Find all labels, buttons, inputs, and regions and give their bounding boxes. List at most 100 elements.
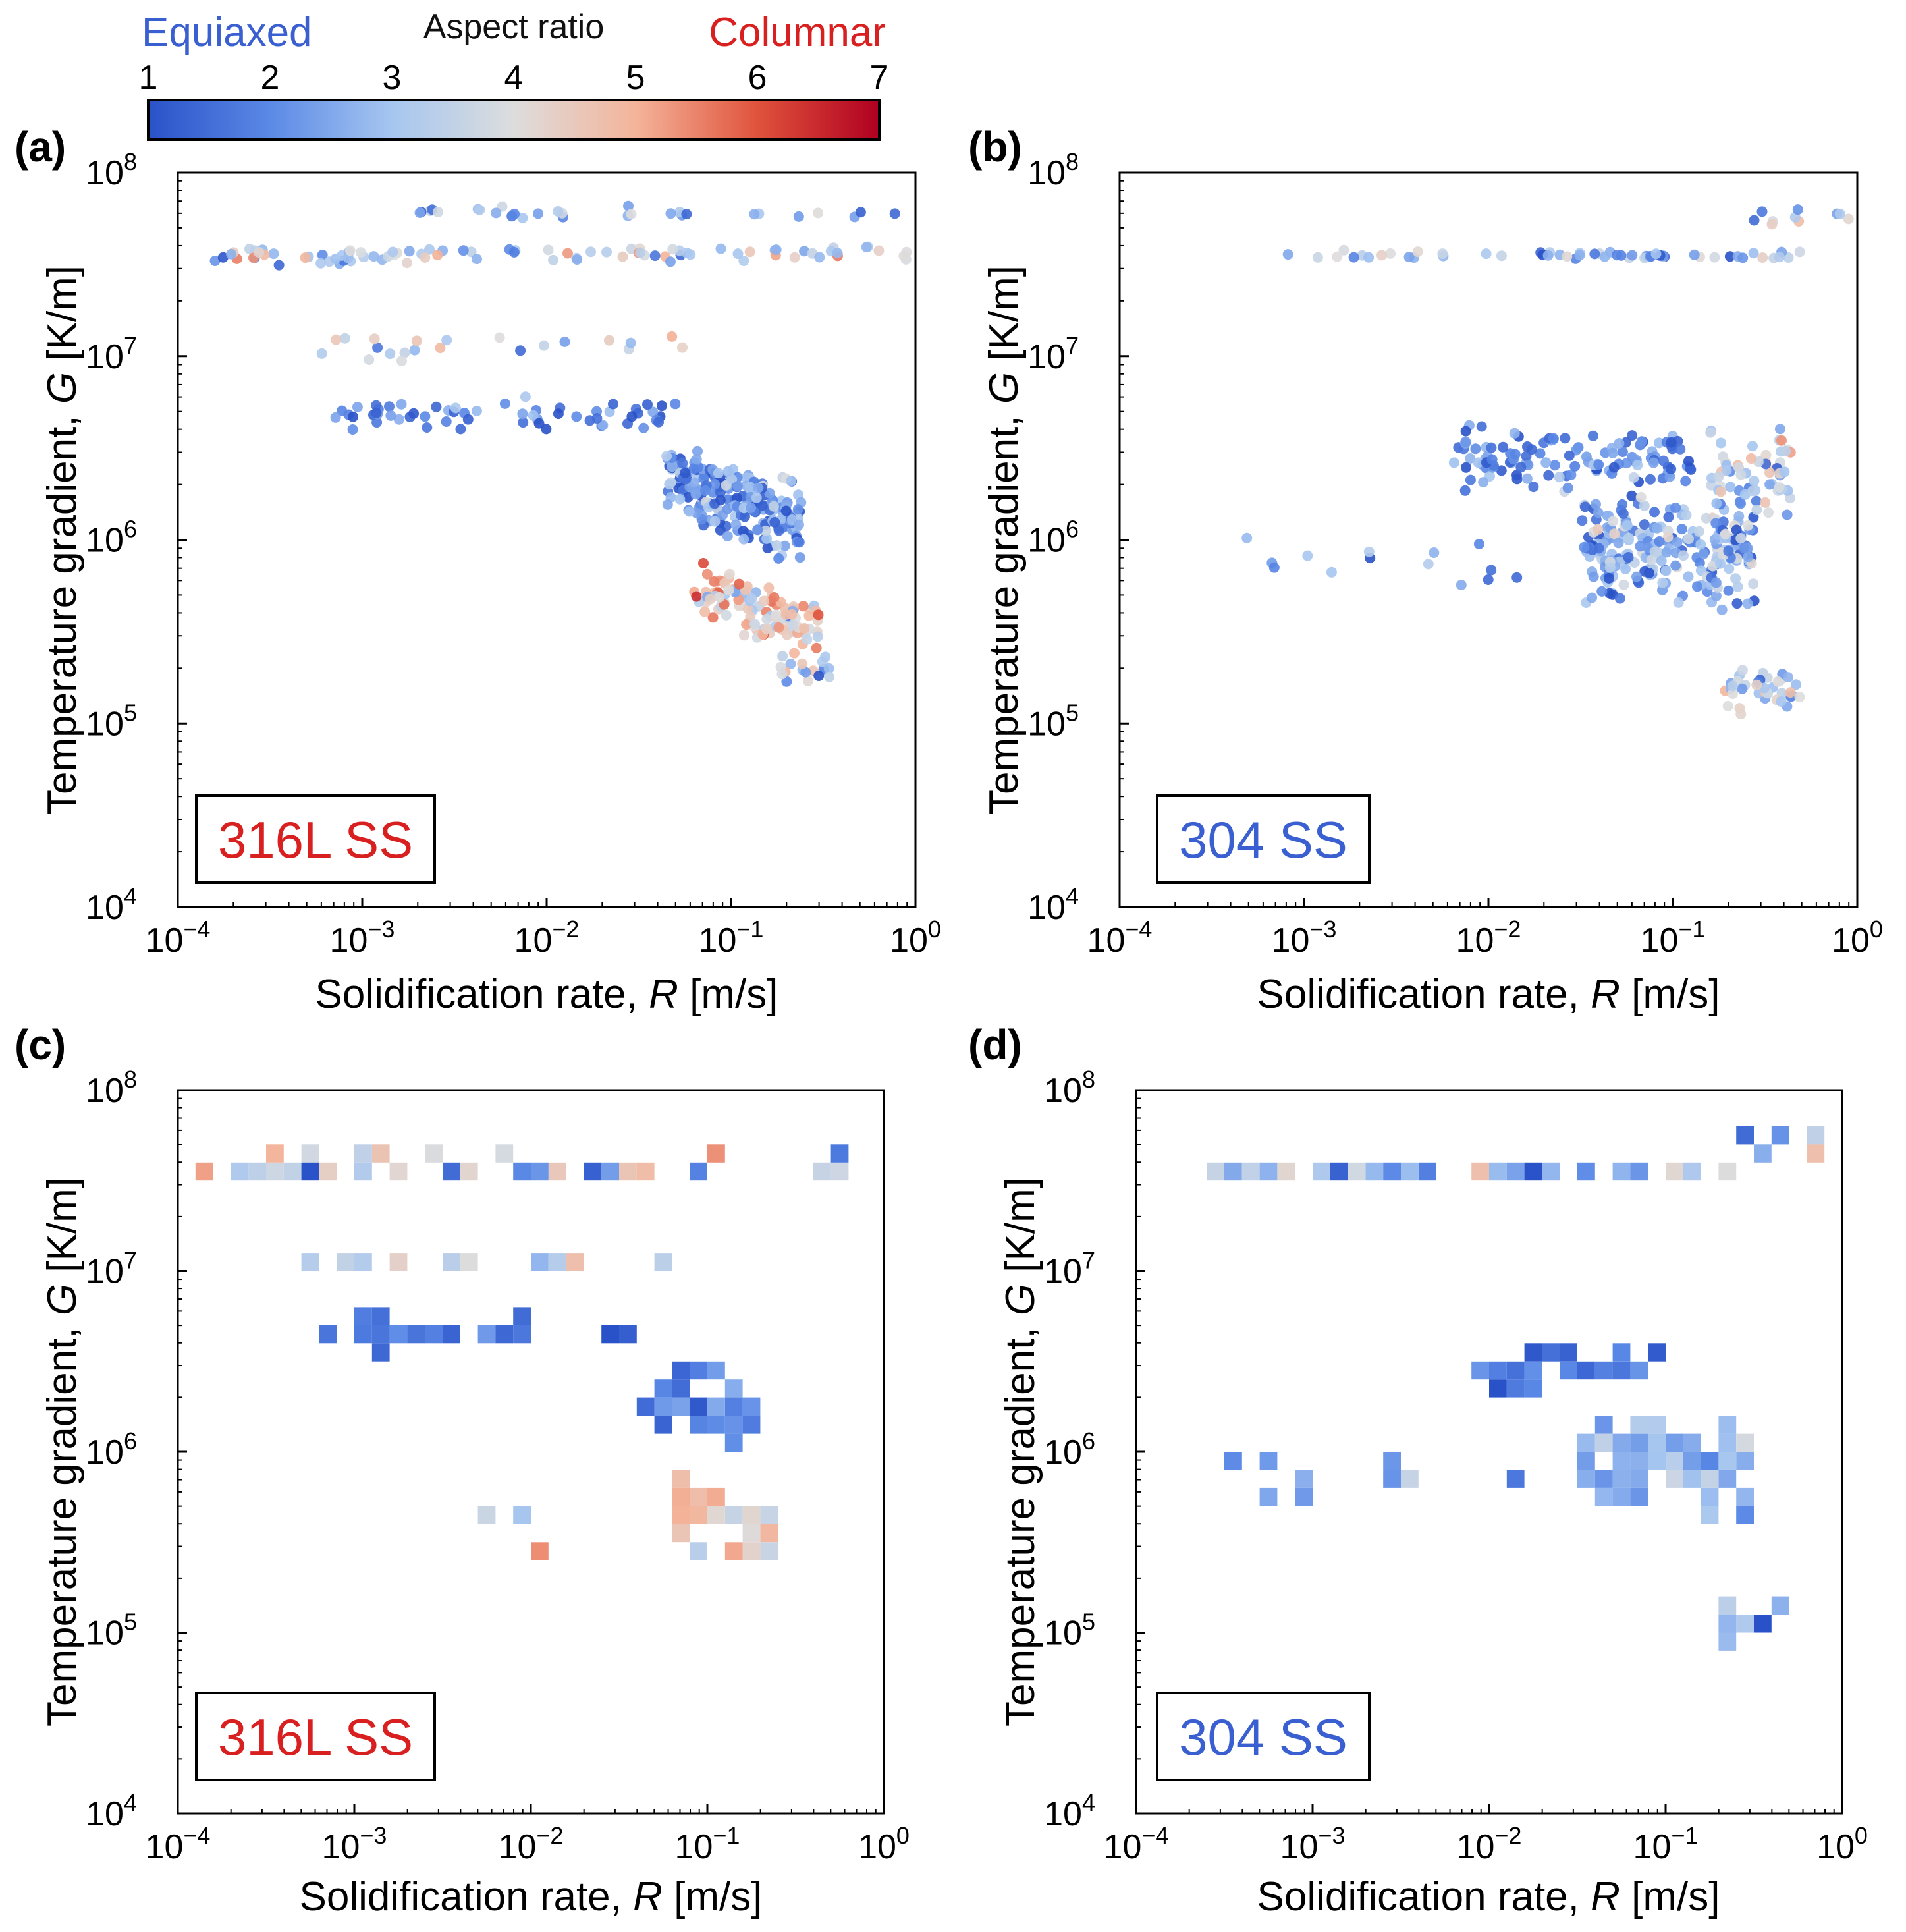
heatmap-cell (1594, 1361, 1613, 1380)
heatmap-cell (1701, 1487, 1719, 1506)
scatter-point (699, 606, 711, 617)
scatter-point (562, 248, 573, 259)
scatter-point (709, 479, 721, 490)
scatter-point (740, 585, 751, 595)
heatmap-cell (1701, 1452, 1719, 1470)
heatmap-cell (1630, 1452, 1648, 1470)
scatter-point (1460, 436, 1471, 447)
heatmap-cell (690, 1542, 707, 1560)
scatter-point (601, 246, 612, 258)
heatmap-cell (690, 1487, 707, 1506)
heatmap-cell (425, 1325, 443, 1344)
scatter-point (721, 609, 732, 621)
panel-c-y-axis-label: Temperature gradient, G [K/m] (40, 1177, 85, 1726)
scatter-point (1658, 455, 1669, 466)
x-tick-label: 10−2 (499, 1822, 564, 1866)
scatter-point (209, 256, 221, 266)
scatter-point (1627, 430, 1638, 441)
scatter-point (1429, 547, 1440, 558)
heatmap-cell (1683, 1162, 1701, 1181)
y-tick-label: 107 (1044, 1247, 1095, 1291)
scatter-point (1661, 547, 1672, 558)
scatter-point (499, 398, 510, 409)
scatter-point (509, 208, 520, 219)
scatter-point (494, 332, 505, 343)
heatmap-cell (1594, 1470, 1613, 1488)
scatter-point (1626, 490, 1637, 501)
heatmap-cell (1383, 1470, 1401, 1488)
scatter-point (744, 482, 755, 493)
scatter-point (458, 245, 469, 256)
scatter-point (1498, 441, 1509, 453)
heatmap-cell (460, 1162, 478, 1181)
scatter-point (1678, 550, 1689, 561)
scatter-point (1631, 571, 1642, 582)
scatter-point (450, 402, 461, 414)
y-tick-label: 106 (1027, 516, 1079, 560)
heatmap-cell (1577, 1470, 1595, 1488)
heatmap-cell (1313, 1162, 1330, 1181)
scatter-point (802, 675, 813, 686)
scatter-point (433, 207, 443, 217)
scatter-point (1693, 526, 1704, 537)
scatter-point (1614, 593, 1625, 604)
scatter-point (1785, 687, 1796, 698)
panel-b-material-label: 304 SS (1179, 811, 1348, 869)
heatmap-cell (1630, 1470, 1648, 1488)
scatter-point (559, 336, 570, 347)
scatter-point (1511, 474, 1523, 485)
scatter-point (1591, 499, 1601, 510)
y-tick-label: 104 (86, 883, 137, 927)
scatter-point (1843, 213, 1854, 225)
scatter-point (1486, 442, 1497, 453)
scatter-point (781, 676, 792, 687)
scatter-point (441, 416, 452, 427)
y-tick-label: 107 (1027, 332, 1079, 376)
scatter-point (715, 495, 726, 506)
scatter-point (1722, 700, 1733, 711)
scatter-point (1241, 532, 1253, 543)
heatmap-cell (1718, 1615, 1737, 1633)
scatter-point (1618, 508, 1629, 519)
heatmap-cell (742, 1416, 761, 1434)
heatmap-cell (513, 1307, 531, 1325)
heatmap-cell (1471, 1361, 1489, 1380)
scatter-point (424, 244, 435, 255)
heatmap-cell (425, 1144, 443, 1163)
scatter-point (667, 244, 678, 255)
scatter-point (432, 250, 443, 261)
heatmap-cell (1524, 1343, 1542, 1362)
scatter-point (768, 501, 779, 512)
panel-a: (a) 10−4 10−3 10−2 10−1 100 104105106107108 … (14, 123, 941, 1017)
scatter-point (638, 422, 649, 433)
scatter-point (1751, 679, 1762, 690)
scatter-point (715, 524, 726, 536)
scatter-point (794, 552, 805, 563)
heatmap-cell (283, 1162, 302, 1181)
scatter-point (1560, 433, 1571, 444)
scatter-point (474, 204, 485, 215)
scatter-point (409, 345, 420, 356)
scatter-point (1727, 680, 1738, 692)
heatmap-cell (1489, 1162, 1507, 1181)
scatter-point (1764, 479, 1776, 490)
heatmap-cell (654, 1379, 672, 1398)
scatter-point (515, 345, 526, 356)
scatter-point (533, 418, 545, 429)
scatter-point (369, 333, 380, 345)
scatter-point (789, 648, 800, 659)
panel-d-x-ticks: 10−4 10−3 10−2 10−1 100 (1104, 1804, 1868, 1866)
scatter-point (1676, 524, 1687, 535)
scatter-point (1621, 520, 1633, 531)
scatter-point (553, 408, 564, 420)
scatter-point (1326, 566, 1337, 578)
scatter-point (1681, 510, 1692, 521)
scatter-point (1649, 507, 1660, 518)
scatter-point (472, 254, 482, 265)
heatmap-cell (1630, 1162, 1648, 1181)
heatmap-cell (1542, 1343, 1560, 1362)
scatter-point (752, 524, 763, 536)
panel-b-y-axis-label: Temperature gradient, G [K/m] (981, 265, 1027, 815)
scatter-point (667, 461, 678, 472)
scatter-point (1423, 559, 1434, 570)
